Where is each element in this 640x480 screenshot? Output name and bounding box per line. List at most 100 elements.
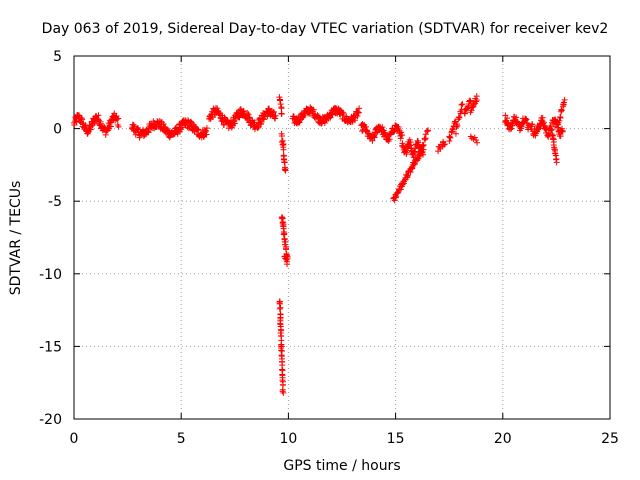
data-point-spike-top-9.7 — [277, 101, 284, 108]
grid-lines — [74, 56, 610, 419]
plot-frame — [73, 55, 611, 420]
data-point-seg-03-06 — [130, 122, 137, 129]
data-point-seg-06-09 — [258, 119, 265, 126]
data-point-rise-18b — [467, 98, 474, 105]
data-point-spike-mid-9.7 — [283, 245, 290, 252]
x-axis-label: GPS time / hours — [283, 458, 400, 474]
data-point-spike-low-9.6 — [279, 366, 286, 373]
data-point-ramp-16 — [424, 127, 431, 134]
data-point-spike-low-9.6 — [277, 304, 284, 311]
data-point-rise-18 — [456, 114, 463, 121]
data-point-ramp-15 — [394, 190, 401, 197]
data-point-rise-18c — [470, 101, 477, 108]
x-tick-label: 25 — [601, 431, 619, 447]
data-point-spike-drop-9.8 — [280, 146, 287, 153]
data-point-seg-03-06 — [203, 125, 210, 132]
data-point-spike-top-9.7 — [278, 111, 285, 118]
data-point-drop-22.5 — [553, 159, 560, 166]
data-point-seg-15-16 — [403, 149, 410, 156]
data-point-rise-18 — [459, 101, 466, 108]
data-point-rise-18b — [466, 97, 473, 104]
data-point-ramp-15 — [393, 193, 400, 200]
data-point-drop-18.6 — [473, 137, 480, 144]
data-point-spike-low-9.6 — [280, 389, 287, 396]
data-point-drop-18.6 — [474, 139, 481, 146]
data-point-spike-low2-9.7 — [282, 255, 289, 262]
data-point-rise-18 — [454, 122, 461, 129]
data-point-ramp-15 — [404, 172, 411, 179]
x-tick-label: 10 — [279, 431, 297, 447]
data-point-spike-drop-9.8 — [282, 167, 289, 174]
data-point-spike-low-9.6 — [279, 388, 286, 395]
data-point-seg-00-02 — [95, 112, 102, 119]
data-point-rise-17 — [442, 141, 449, 148]
data-point-seg-03-06 — [160, 121, 167, 128]
data-point-seg-06-09 — [245, 111, 252, 118]
data-point-seg-10-13 — [356, 105, 363, 112]
data-point-seg-06-09 — [231, 120, 238, 127]
data-point-rise-17b — [446, 134, 453, 141]
data-point-spike-low2-9.7 — [284, 261, 291, 268]
data-point-rise-17 — [440, 141, 447, 148]
data-point-seg-20-21 — [513, 114, 520, 121]
data-point-drop-18.6 — [471, 134, 478, 141]
x-tick-label: 15 — [387, 431, 405, 447]
y-tick-label: -20 — [39, 412, 62, 428]
data-point-spike-top-9.7 — [278, 105, 285, 112]
y-tick-label: 0 — [53, 122, 62, 138]
data-point-seg-13-15 — [395, 124, 402, 131]
tick-labels: 0 5 10 15 20 25 5 0 -5 -10 -15 -20 — [39, 49, 619, 447]
data-point-seg-06-09 — [240, 107, 247, 114]
y-tick-label: 5 — [53, 49, 62, 65]
data-point-seg-15-16 — [407, 139, 414, 146]
data-point-ramp-15 — [409, 165, 416, 172]
data-point-seg-10-13 — [310, 106, 317, 113]
data-point-ramp-16 — [420, 141, 427, 148]
chart-title: Day 063 of 2019, Sidereal Day-to-day VTE… — [42, 21, 609, 37]
data-point-rise-22.9 — [560, 99, 567, 106]
data-point-rise-18 — [452, 130, 459, 137]
data-points — [71, 93, 568, 396]
data-point-seg-21-23 — [548, 126, 555, 133]
data-point-rise-17b — [447, 134, 454, 141]
data-point-seg-13-15 — [397, 135, 404, 142]
data-point-seg-10-13 — [296, 119, 303, 126]
data-point-spike-low-9.6 — [276, 300, 283, 307]
data-point-ramp-15 — [399, 181, 406, 188]
data-point-ramp-16 — [424, 128, 431, 135]
data-point-rise-22.9 — [557, 114, 564, 121]
y-tick-label: -10 — [39, 267, 62, 283]
data-point-seg-00-02 — [115, 123, 122, 130]
y-tick-label: -5 — [48, 194, 62, 210]
data-point-seg-20-21 — [509, 122, 516, 129]
data-point-ramp-16 — [422, 131, 429, 138]
data-point-rise-22.9 — [558, 107, 565, 114]
data-point-ramp-16 — [421, 136, 428, 143]
data-point-rise-18 — [458, 101, 465, 108]
y-axis-label: SDTVAR / TECUs — [8, 181, 24, 296]
data-point-seg-06-09 — [272, 112, 279, 119]
data-point-seg-13-15 — [379, 124, 386, 131]
y-tick-label: -15 — [39, 339, 62, 355]
data-point-ramp-16 — [420, 142, 427, 149]
data-point-seg-00-02 — [107, 123, 114, 130]
data-point-rise-18c — [473, 98, 480, 105]
data-point-seg-13-15 — [399, 132, 406, 139]
data-point-seg-00-02 — [115, 115, 122, 122]
data-point-spike-top-9.7 — [277, 97, 284, 104]
data-point-seg-10-13 — [321, 120, 328, 127]
data-point-rise-22.9 — [561, 96, 568, 103]
data-point-rise-18c — [468, 107, 475, 114]
data-point-seg-21-23 — [529, 121, 536, 128]
data-point-rise-22.9 — [556, 117, 563, 124]
x-tick-label: 20 — [494, 431, 512, 447]
data-point-spike-mid-9.7 — [281, 231, 288, 238]
data-point-seg-03-06 — [166, 127, 173, 134]
data-point-spike-drop-9.8 — [281, 159, 288, 166]
data-point-seg-20-21 — [504, 115, 511, 122]
data-point-seg-03-06 — [203, 131, 210, 138]
data-point-spike-mid-9.7 — [279, 220, 286, 227]
data-point-spike-low-9.6 — [276, 305, 283, 312]
data-point-seg-00-02 — [97, 118, 104, 125]
